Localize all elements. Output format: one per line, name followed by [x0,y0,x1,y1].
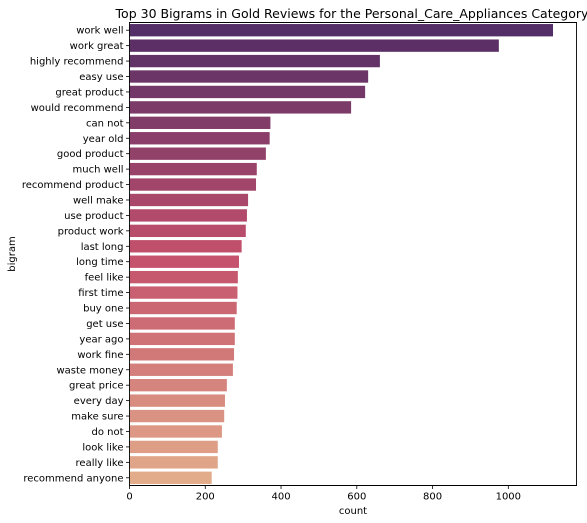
y-tick-label: every day [74,396,124,407]
y-tick-label: use product [64,211,123,222]
x-tick-label: 200 [196,492,215,503]
bar-year-ago [129,332,235,346]
y-tick-label: highly recommend [30,57,124,68]
y-tick-label: product work [58,226,124,237]
bar-easy-use [129,70,369,83]
bar-would-recommend [129,101,352,114]
bar-look-like [129,440,218,454]
bar-can-not [129,116,271,129]
y-tick-label: great product [55,87,123,98]
y-tick-label: would recommend [31,103,124,114]
y-tick-label: work great [70,41,124,52]
y-tick-label: look like [82,442,123,453]
y-tick-label: long time [76,257,123,268]
x-tick-label: 400 [271,492,290,503]
bar-product-work [129,224,246,238]
bar-recommend-product [129,178,257,191]
y-tick-label: get use [86,319,123,330]
y-tick-label: great price [69,381,124,392]
x-tick-label: 1000 [496,492,521,503]
bar-buy-one [129,301,237,315]
bar-recommend-anyone [129,471,212,484]
bar-get-use [129,317,235,330]
bar-every-day [129,394,225,407]
y-tick-label: can not [86,118,124,129]
x-axis-label: count [339,506,367,517]
bar-great-product [129,85,366,99]
y-tick-label: do not [91,427,123,438]
bar-work-great [129,39,499,52]
y-tick-label: much well [73,165,124,176]
y-tick-label: year ago [79,334,123,345]
bar-first-time [129,286,238,299]
x-tick-label: 0 [126,492,132,503]
bar-long-time [129,255,239,268]
y-tick-label: well make [73,195,124,206]
y-tick-label: year old [83,134,124,145]
y-tick-label: recommend anyone [23,473,123,484]
bar-work-well [129,24,554,37]
bar-work-fine [129,348,235,361]
bar-year-old [129,132,270,145]
y-axis-label: bigram [7,236,18,271]
x-tick-label: 600 [347,492,366,503]
y-tick-label: work well [76,26,123,37]
y-tick-labels: work well work great highly recommend easy … [22,26,130,484]
bar-much-well [129,162,257,176]
bar-feel-like [129,270,238,284]
bar-great-price [129,379,227,392]
x-tick-label: 800 [423,492,442,503]
y-tick-label: good product [57,149,124,160]
bar-well-make [129,193,249,207]
y-tick-label: easy use [79,72,123,83]
bar-really-like [129,456,218,469]
bar-highly-recommend [129,54,380,68]
y-tick-label: make sure [71,412,123,423]
x-ticks: 0 200 400 600 800 1000 [126,485,521,503]
bars-group [129,24,554,484]
y-tick-label: waste money [56,365,123,376]
bar-make-sure [129,409,225,423]
y-tick-label: recommend product [22,180,124,191]
bar-do-not [129,425,222,438]
bar-waste-money [129,363,233,376]
y-tick-label: work fine [77,350,123,361]
y-tick-label: first time [78,288,123,299]
bar-use-product [129,209,247,222]
y-tick-label: really like [76,458,124,469]
y-tick-label: feel like [85,273,124,284]
bar-last-long [129,240,242,253]
bar-good-product [129,147,266,160]
chart-title: Top 30 Bigrams in Gold Reviews for the P… [115,6,587,21]
y-tick-label: buy one [83,304,123,315]
y-tick-label: last long [81,242,124,253]
